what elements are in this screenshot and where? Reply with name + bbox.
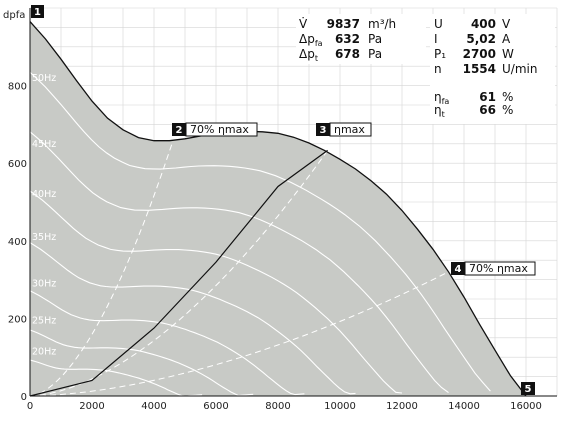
x-tick-label: 10000 <box>324 401 356 412</box>
right-info-value: 1554 <box>463 62 496 76</box>
y-tick-label: 800 <box>8 82 27 93</box>
marker-id: 4 <box>455 264 462 275</box>
system-curve <box>29 149 328 397</box>
speed-curve <box>29 131 449 394</box>
speed-label: 30Hz <box>32 278 56 289</box>
x-tick-label: 8000 <box>265 401 290 412</box>
speed-curve <box>29 329 254 397</box>
x-tick-label: 12000 <box>386 401 418 412</box>
speed-curve <box>29 242 356 395</box>
marker-id: 2 <box>176 125 183 136</box>
right-info-symbol: I <box>434 32 438 46</box>
speed-curves: 50Hz 45Hz 40Hz 35Hz 30Hz 25Hz 20Hz <box>29 71 491 397</box>
marker-label: 70% ηmax <box>190 123 249 136</box>
speed-label: 50Hz <box>32 73 56 84</box>
speed-label: 40Hz <box>32 189 56 200</box>
x-tick-label: 14000 <box>448 401 480 412</box>
y-tick-label: 0 <box>21 392 27 403</box>
info-bg-left <box>296 14 426 64</box>
speed-label: 20Hz <box>32 346 56 357</box>
axes: 0 2000 4000 6000 8000 10000 12000 14000 16000 0 20… <box>3 8 557 412</box>
efficiency-line <box>29 150 329 397</box>
right-info-symbol: n <box>434 62 442 76</box>
right-info-value: 5,02 <box>466 32 496 46</box>
speed-label: 35Hz <box>32 232 56 243</box>
y-tick-label: 200 <box>8 314 27 325</box>
y-axis-label: dpfa <box>3 10 25 21</box>
right-info-unit: W <box>502 47 514 61</box>
speed-label: 25Hz <box>32 315 56 326</box>
left-info-value: 632 <box>335 32 360 46</box>
eff-info-value: 66 <box>479 103 496 117</box>
marker-id: 1 <box>34 7 41 18</box>
right-info-symbol: P₁ <box>434 47 446 61</box>
speed-label: 45Hz <box>32 139 56 150</box>
marker-badge <box>316 123 330 136</box>
marker-badge <box>172 123 186 136</box>
eff-info-unit: % <box>502 103 513 117</box>
right-info-unit: U/min <box>502 62 537 76</box>
right-info-value: 400 <box>471 17 496 31</box>
speed-curve <box>29 359 203 397</box>
right-info-unit: A <box>502 32 511 46</box>
x-tick-label: 2000 <box>79 401 104 412</box>
envelope-curve <box>29 21 527 397</box>
marker-id: 5 <box>525 384 532 395</box>
left-info-value: 9837 <box>327 17 360 31</box>
right-info-symbol: U <box>434 17 443 31</box>
marker-label: 70% ηmax <box>469 262 528 275</box>
marker-badge <box>31 5 44 18</box>
left-info-symbol: Δpt <box>299 47 318 63</box>
markers: 1 2 70% ηmax 3 ηmax 4 70% ηmax 5 <box>31 5 536 395</box>
marker-badge <box>521 382 535 395</box>
left-info-unit: m³/h <box>368 17 396 31</box>
x-tick-label: 6000 <box>203 401 228 412</box>
speed-curve <box>29 190 403 394</box>
eff-info-value: 61 <box>479 90 496 104</box>
left-info-unit: Pa <box>368 47 382 61</box>
left-info-unit: Pa <box>368 32 382 46</box>
x-tick-label: 0 <box>27 401 33 412</box>
speed-curve <box>29 290 305 396</box>
speed-curve <box>29 71 491 392</box>
info-bg-right <box>430 14 555 124</box>
x-tick-label: 4000 <box>141 401 166 412</box>
left-info-value: 678 <box>335 47 360 61</box>
marker-label-box <box>464 261 536 276</box>
efficiency-line <box>29 271 449 397</box>
marker-label-box <box>185 122 258 137</box>
x-tick-label: 16000 <box>510 401 542 412</box>
marker-id: 3 <box>320 125 327 136</box>
marker-label-box <box>329 122 372 137</box>
marker-label: ηmax <box>334 123 365 136</box>
operating-area <box>30 21 526 396</box>
right-info-unit: V <box>502 17 511 31</box>
marker-badge <box>451 262 465 275</box>
efficiency-lines <box>29 141 449 397</box>
y-tick-label: 400 <box>8 237 27 248</box>
left-info-symbol: V̇ <box>299 17 308 31</box>
eff-info-symbol: ηt <box>434 103 445 119</box>
y-tick-label: 600 <box>8 159 27 170</box>
right-info-value: 2700 <box>463 47 496 61</box>
eff-info-unit: % <box>502 90 513 104</box>
